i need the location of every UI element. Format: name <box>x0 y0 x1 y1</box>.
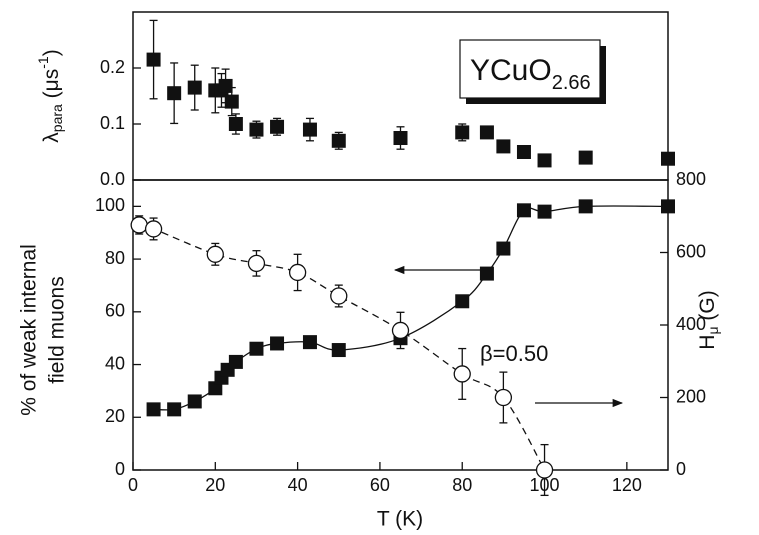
data-point <box>516 203 531 218</box>
data-point <box>537 204 552 219</box>
annotation: YCuO2.66 <box>470 54 591 94</box>
data-point <box>224 94 239 109</box>
x-tick-label: 60 <box>370 475 390 495</box>
y2-label: Hμ (G) <box>696 290 721 349</box>
x-tick-label: 120 <box>612 475 642 495</box>
data-point <box>249 122 264 137</box>
x-label: T (K) <box>377 508 423 531</box>
y-tick-label: 100 <box>95 195 125 215</box>
fit-line <box>138 224 546 471</box>
data-point <box>453 365 471 383</box>
x-tick-label: 20 <box>205 475 225 495</box>
data-point <box>578 150 593 165</box>
data-point <box>537 153 552 168</box>
y-tick-label: 80 <box>105 248 125 268</box>
data-point <box>496 139 511 154</box>
data-point <box>146 52 161 67</box>
data-point <box>516 145 531 159</box>
data-point <box>228 354 243 369</box>
data-point <box>535 461 554 479</box>
data-point <box>661 151 675 166</box>
data-point <box>331 343 346 358</box>
data-point <box>288 263 307 282</box>
data-point <box>494 388 513 407</box>
data-point <box>302 335 317 350</box>
data-point <box>208 381 223 396</box>
y2-tick-label: 0 <box>676 459 686 479</box>
data-point <box>455 294 470 309</box>
y-tick-label: 0.0 <box>100 169 125 189</box>
data-point <box>146 402 161 417</box>
y2-tick-label: 600 <box>676 241 706 261</box>
y-tick-label: 0 <box>115 459 125 479</box>
y2-tick-label: 400 <box>676 314 706 334</box>
data-point <box>479 266 494 281</box>
data-point <box>228 117 243 131</box>
bottom-y-label: field muons <box>46 276 69 383</box>
data-point <box>479 125 494 140</box>
data-point <box>393 131 408 145</box>
beta-label: β=0.50 <box>480 341 548 366</box>
data-point <box>187 80 202 95</box>
data-point <box>330 287 348 305</box>
y2-tick-label: 800 <box>676 169 706 189</box>
data-point <box>218 78 233 93</box>
data-point <box>206 245 224 263</box>
data-point <box>167 402 182 417</box>
data-point <box>144 220 163 238</box>
y-tick-label: 0.2 <box>100 57 125 77</box>
data-point <box>167 86 182 101</box>
data-point <box>578 199 593 214</box>
x-tick-label: 80 <box>452 475 472 495</box>
data-point <box>496 241 511 256</box>
data-point <box>455 125 470 140</box>
data-point <box>391 321 410 340</box>
y-tick-label: 40 <box>105 353 125 373</box>
y-tick-label: 60 <box>105 301 125 321</box>
annotation-box <box>459 39 601 99</box>
data-point <box>302 122 317 137</box>
fit-line <box>153 205 669 411</box>
data-point <box>130 216 148 234</box>
data-point <box>249 341 264 356</box>
y-tick-label: 0.1 <box>100 113 125 133</box>
bottom-y-label: % of weak internal <box>18 244 41 416</box>
data-point <box>187 394 202 409</box>
y-tick-label: 20 <box>105 406 125 426</box>
x-tick-label: 0 <box>128 475 138 495</box>
data-point <box>270 336 285 351</box>
data-point <box>247 254 266 273</box>
data-point <box>270 119 285 134</box>
y2-tick-label: 200 <box>676 386 706 406</box>
data-point <box>661 199 675 214</box>
data-point <box>331 133 346 148</box>
x-tick-label: 40 <box>288 475 308 495</box>
top-y-label: λpara (μs-1) <box>35 49 65 142</box>
